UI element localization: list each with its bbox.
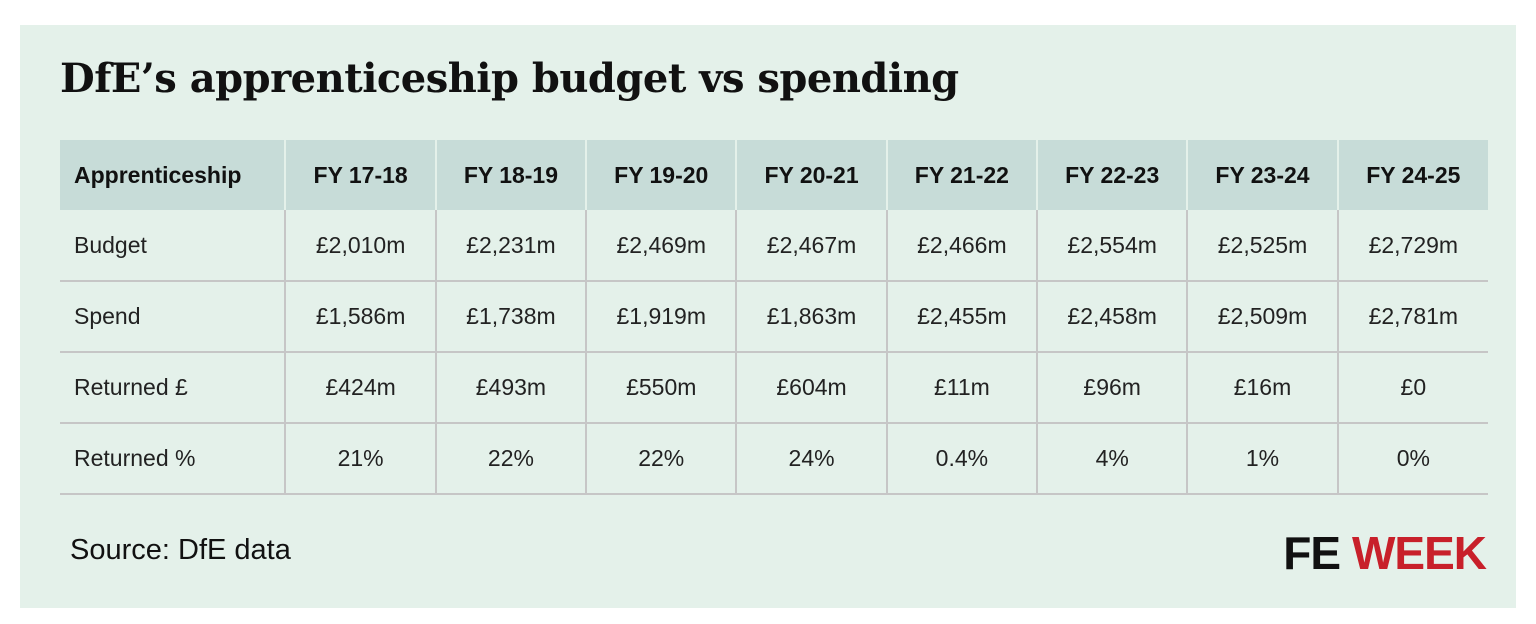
row-label: Spend xyxy=(60,281,287,353)
data-table: Apprenticeship FY 17-18 FY 18-19 FY 19-20 FY… xyxy=(60,140,1488,495)
table-cell: £2,509m xyxy=(1187,281,1339,353)
table-cell: £2,458m xyxy=(1037,281,1189,353)
table-cell: £1,919m xyxy=(586,281,738,353)
column-header: FY 23-24 xyxy=(1187,140,1339,210)
table-row: Returned % 21% 22% 22% 24% 0.4% 4% 1% 0% xyxy=(60,423,1488,495)
logo-week-text: WEEK xyxy=(1352,527,1487,579)
column-header: FY 24-25 xyxy=(1337,140,1488,210)
table-cell: 0.4% xyxy=(886,423,1039,495)
table-cell: 4% xyxy=(1037,423,1189,495)
table-cell: £2,554m xyxy=(1037,210,1189,282)
table-cell: £2,455m xyxy=(886,281,1039,353)
table-cell: £604m xyxy=(736,352,888,424)
table-cell: 22% xyxy=(435,423,588,495)
row-label: Returned £ xyxy=(60,352,287,424)
column-header: FY 21-22 xyxy=(886,140,1039,210)
table-cell: £1,586m xyxy=(285,281,437,353)
column-header: FY 22-23 xyxy=(1037,140,1189,210)
column-header: FY 17-18 xyxy=(285,140,437,210)
column-header: FY 20-21 xyxy=(736,140,888,210)
table-cell: £1,863m xyxy=(736,281,888,353)
table-cell: £16m xyxy=(1187,352,1339,424)
table-cell: £493m xyxy=(435,352,588,424)
table-row: Returned £ £424m £493m £550m £604m £11m £96m £1… xyxy=(60,352,1488,424)
chart-title: DfE’s apprenticeship budget vs spending xyxy=(60,55,959,102)
table-cell: £550m xyxy=(586,352,738,424)
table-cell: £2,466m xyxy=(886,210,1039,282)
table-cell: 24% xyxy=(736,423,888,495)
table-row: Budget £2,010m £2,231m £2,469m £2,467m £2,466… xyxy=(60,210,1488,282)
table-cell: £2,781m xyxy=(1337,281,1488,353)
table-cell: 0% xyxy=(1337,423,1488,495)
chart-card: DfE’s apprenticeship budget vs spending … xyxy=(20,25,1516,608)
table-cell: £2,231m xyxy=(435,210,588,282)
table-cell: 22% xyxy=(586,423,738,495)
logo-fe-text: FE xyxy=(1283,527,1341,579)
table-cell: £11m xyxy=(886,352,1039,424)
source-note: Source: DfE data xyxy=(70,534,291,566)
table-row: Spend £1,586m £1,738m £1,919m £1,863m £2,455m… xyxy=(60,281,1488,353)
table-cell: £0 xyxy=(1337,352,1488,424)
table-cell: £2,010m xyxy=(285,210,437,282)
column-header: FY 19-20 xyxy=(586,140,738,210)
table-cell: £96m xyxy=(1037,352,1189,424)
table-cell: £2,525m xyxy=(1187,210,1339,282)
row-label: Budget xyxy=(60,210,287,282)
table-cell: £2,729m xyxy=(1337,210,1488,282)
table-cell: £2,469m xyxy=(586,210,738,282)
fe-week-logo: FE WEEK xyxy=(1283,527,1487,579)
row-label: Returned % xyxy=(60,423,287,495)
table-cell: £1,738m xyxy=(435,281,588,353)
column-header-label: Apprenticeship xyxy=(60,140,287,210)
table-header-row: Apprenticeship FY 17-18 FY 18-19 FY 19-20 FY… xyxy=(60,140,1488,210)
column-header: FY 18-19 xyxy=(435,140,588,210)
table-cell: 1% xyxy=(1187,423,1339,495)
table-cell: £424m xyxy=(285,352,437,424)
table-cell: 21% xyxy=(285,423,437,495)
table-cell: £2,467m xyxy=(736,210,888,282)
